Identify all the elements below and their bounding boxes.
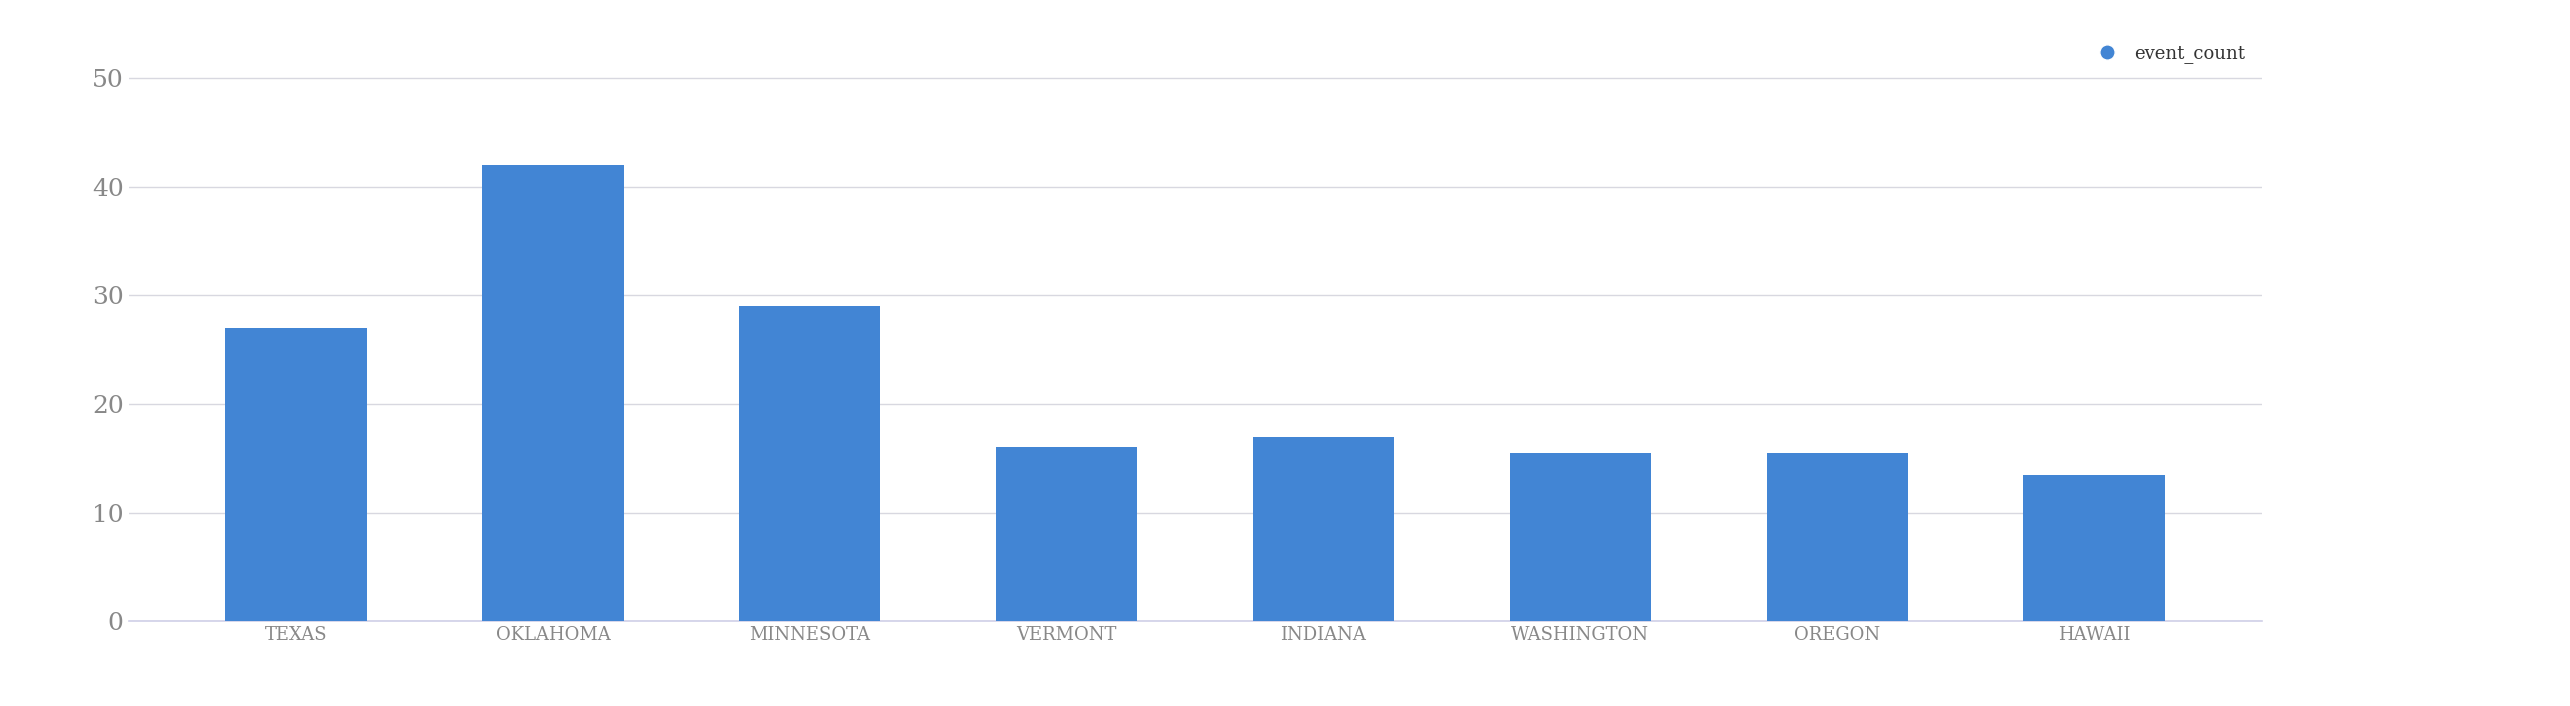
Legend: event_count: event_count — [2082, 37, 2251, 71]
Bar — [226, 328, 368, 621]
Bar — [2023, 474, 2164, 621]
Bar — [483, 165, 625, 621]
Bar — [1509, 453, 1650, 621]
Bar — [1252, 436, 1393, 621]
Bar — [997, 448, 1139, 621]
Bar — [740, 306, 882, 621]
Bar — [1766, 453, 1907, 621]
